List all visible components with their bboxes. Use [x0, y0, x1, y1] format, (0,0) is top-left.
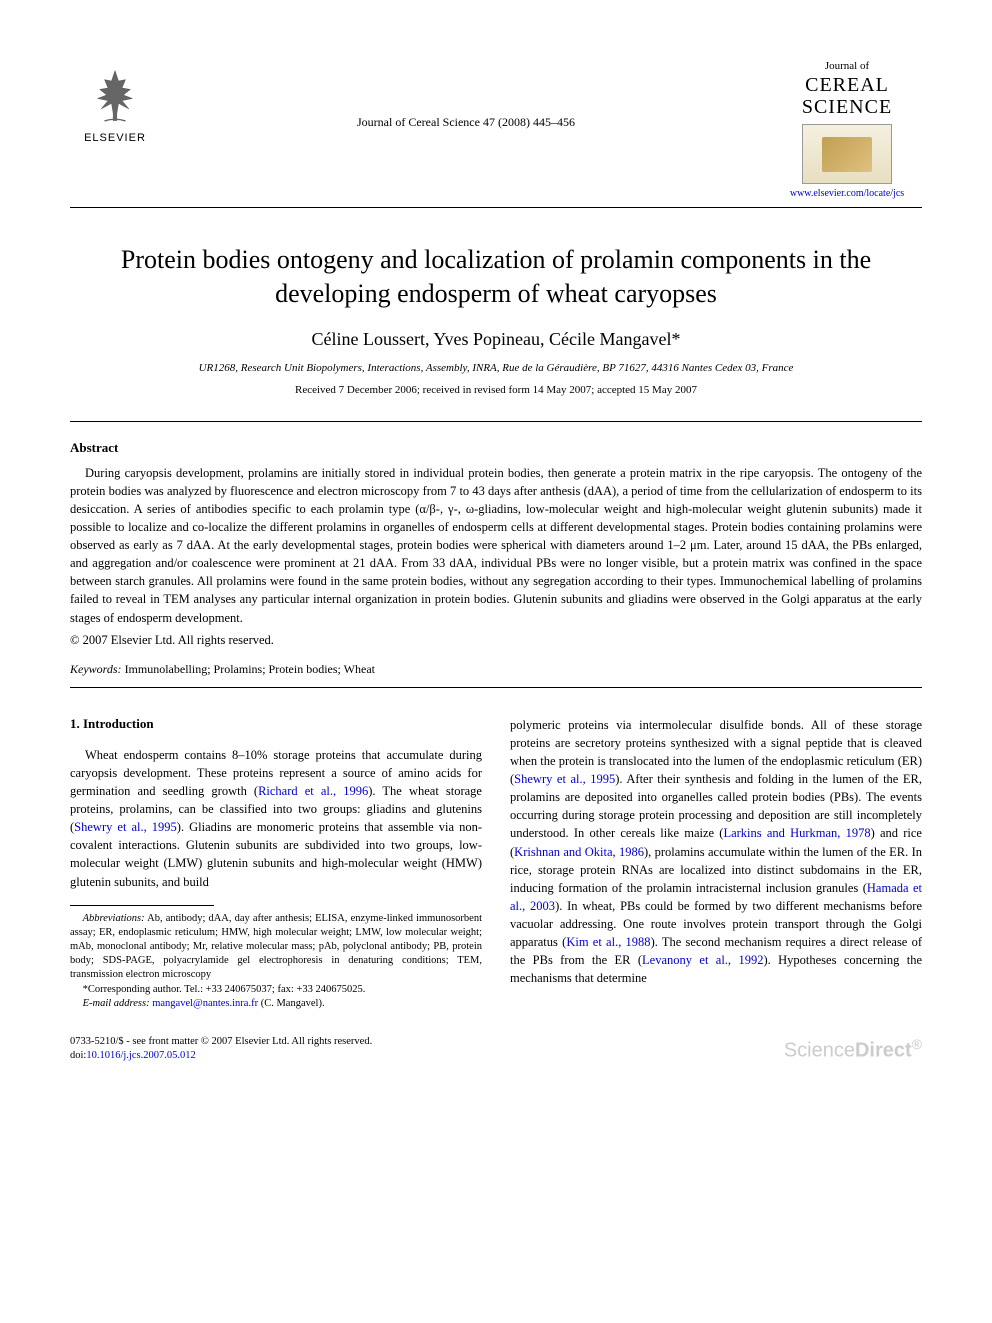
body-columns: 1. Introduction Wheat endosperm contains… [70, 716, 922, 1011]
citation-larkins-hurkman-1978[interactable]: Larkins and Hurkman, 1978 [723, 826, 870, 840]
header-rule [70, 207, 922, 208]
journal-branding: Journal of CEREAL SCIENCE www.elsevier.c… [772, 60, 922, 199]
journal-name-line2: SCIENCE [802, 96, 892, 118]
journal-url[interactable]: www.elsevier.com/locate/jcs [772, 188, 922, 199]
doi-prefix: doi: [70, 1050, 86, 1061]
journal-cover-thumbnail [802, 124, 892, 184]
right-column: polymeric proteins via intermolecular di… [510, 716, 922, 1011]
doi-line: doi:10.1016/j.jcs.2007.05.012 [70, 1049, 372, 1063]
email-suffix: (C. Mangavel). [258, 998, 324, 1009]
left-column: 1. Introduction Wheat endosperm contains… [70, 716, 482, 1011]
citation-krishnan-okita-1986[interactable]: Krishnan and Okita, 1986 [514, 845, 644, 859]
email-footnote: E-mail address: mangavel@nantes.inra.fr … [70, 997, 482, 1011]
sd-logo-bold: Direct [855, 1039, 912, 1061]
sd-logo-light: Science [784, 1039, 855, 1061]
journal-name-line1: CEREAL [805, 74, 889, 96]
page-footer: 0733-5210/$ - see front matter © 2007 El… [70, 1035, 922, 1062]
abstract-bottom-rule [70, 687, 922, 688]
publisher-name: ELSEVIER [84, 132, 146, 144]
journal-reference: Journal of Cereal Science 47 (2008) 445–… [160, 60, 772, 130]
citation-richard-1996[interactable]: Richard et al., 1996 [258, 784, 368, 798]
header-row: ELSEVIER Journal of Cereal Science 47 (2… [70, 60, 922, 199]
issn-line: 0733-5210/$ - see front matter © 2007 El… [70, 1035, 372, 1049]
abstract-text: During caryopsis development, prolamins … [70, 464, 922, 627]
abstract-heading: Abstract [70, 440, 922, 456]
citation-shewry-1995-a[interactable]: Shewry et al., 1995 [74, 820, 177, 834]
intro-paragraph-left: Wheat endosperm contains 8–10% storage p… [70, 746, 482, 891]
abbreviations-footnote: Abbreviations: Ab, antibody; dAA, day af… [70, 912, 482, 983]
email-label: E-mail address: [83, 998, 150, 1009]
keywords-line: Keywords: Immunolabelling; Prolamins; Pr… [70, 662, 922, 677]
citation-kim-1988[interactable]: Kim et al., 1988 [566, 935, 650, 949]
article-title: Protein bodies ontogeny and localization… [90, 243, 902, 311]
publisher-logo: ELSEVIER [70, 60, 160, 144]
corresponding-text: *Corresponding author. Tel.: +33 2406750… [83, 984, 366, 995]
abstract-top-rule [70, 421, 922, 422]
section-heading-intro: 1. Introduction [70, 716, 482, 732]
email-link[interactable]: mangavel@nantes.inra.fr [150, 998, 259, 1009]
footer-left: 0733-5210/$ - see front matter © 2007 El… [70, 1035, 372, 1062]
elsevier-tree-icon [80, 60, 150, 130]
affiliation: UR1268, Research Unit Biopolymers, Inter… [70, 362, 922, 374]
citation-levanony-1992[interactable]: Levanony et al., 1992 [642, 953, 763, 967]
keywords-values: Immunolabelling; Prolamins; Protein bodi… [122, 662, 375, 676]
abbrev-label: Abbreviations: [83, 913, 145, 924]
authors: Céline Loussert, Yves Popineau, Cécile M… [70, 329, 922, 350]
footnote-rule [70, 905, 214, 906]
intro-paragraph-right: polymeric proteins via intermolecular di… [510, 716, 922, 988]
doi-link[interactable]: 10.1016/j.jcs.2007.05.012 [86, 1050, 195, 1061]
keywords-label: Keywords: [70, 662, 122, 676]
journal-small-label: Journal of [772, 60, 922, 72]
sciencedirect-logo: ScienceDirect® [784, 1036, 922, 1063]
abstract-body: During caryopsis development, prolamins … [70, 466, 922, 625]
corresponding-author-footnote: *Corresponding author. Tel.: +33 2406750… [70, 983, 482, 997]
journal-cover-image [822, 137, 872, 172]
citation-shewry-1995-b[interactable]: Shewry et al., 1995 [514, 772, 615, 786]
abstract-copyright: © 2007 Elsevier Ltd. All rights reserved… [70, 633, 922, 648]
article-dates: Received 7 December 2006; received in re… [70, 384, 922, 396]
journal-name: CEREAL SCIENCE [772, 74, 922, 118]
